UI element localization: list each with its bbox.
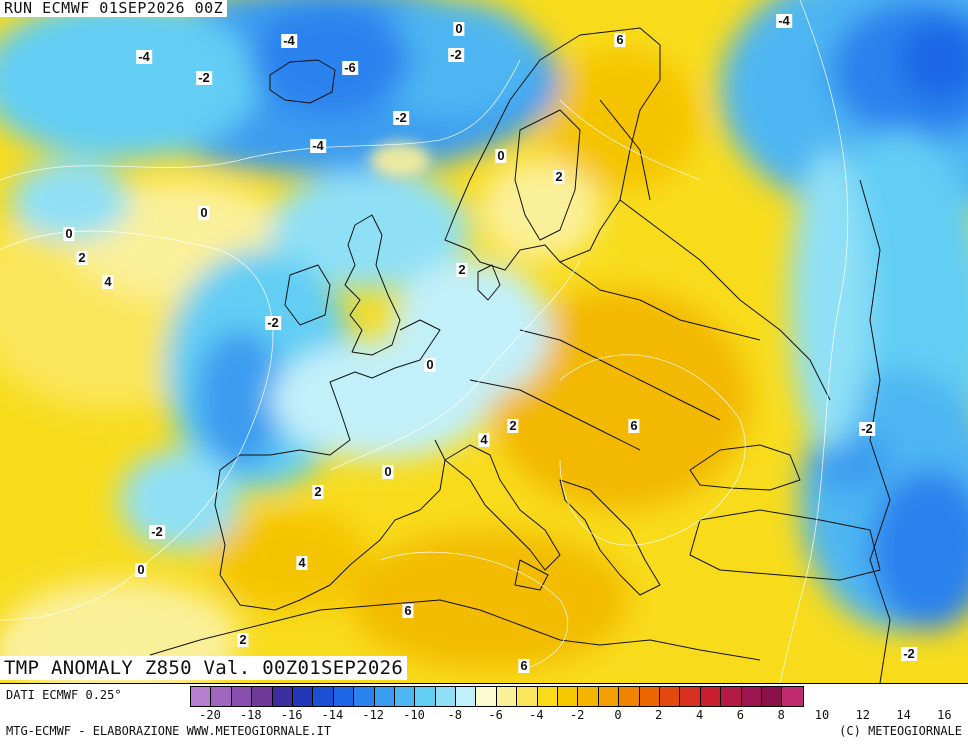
contour-label: -4 — [776, 13, 792, 28]
anomaly-map: RUN ECMWF 01SEP2026 00Z TMP ANOMALY Z850… — [0, 0, 968, 684]
color-swatch — [782, 687, 803, 706]
color-swatch — [761, 687, 783, 706]
color-scale-tick: -8 — [447, 708, 463, 722]
color-scale-tick: -10 — [403, 708, 425, 722]
contour-label: 2 — [237, 632, 249, 647]
color-scale-tick: 6 — [736, 708, 745, 722]
color-swatch — [435, 687, 457, 706]
contour-label: 0 — [135, 562, 147, 577]
contour-label: 4 — [102, 274, 114, 289]
color-scale-tick: -4 — [529, 708, 544, 722]
contour-label: -4 — [136, 49, 152, 64]
color-swatch — [700, 687, 722, 706]
color-swatch — [537, 687, 559, 706]
contour-label: -2 — [196, 70, 212, 85]
contour-label: 2 — [553, 169, 565, 184]
contour-label: 0 — [198, 205, 210, 220]
contour-label: 4 — [296, 555, 308, 570]
color-swatch — [741, 687, 762, 706]
contour-label: 0 — [382, 464, 394, 479]
contour-label: -2 — [149, 524, 165, 539]
color-scale-tick: 16 — [937, 708, 952, 722]
color-swatch — [558, 687, 579, 706]
contour-label: 6 — [628, 418, 640, 433]
color-scale-tick: -14 — [321, 708, 344, 722]
contour-label: 6 — [518, 658, 530, 673]
contour-label: -2 — [265, 315, 281, 330]
color-swatch — [721, 687, 742, 706]
contour-label: -2 — [901, 646, 917, 661]
contour-label: 0 — [424, 357, 436, 372]
map-field — [0, 0, 968, 683]
color-scale-tick: -16 — [280, 708, 303, 722]
contour-label: 0 — [453, 21, 465, 36]
color-swatch — [415, 687, 436, 706]
color-swatch — [639, 687, 660, 706]
contour-label: 6 — [614, 32, 626, 47]
color-swatch — [456, 687, 477, 706]
color-scale-tick: 14 — [896, 708, 911, 722]
footer: DATI ECMWF 0.25° -20 -18 -16 -14 -12 -10 -8 -6-… — [0, 684, 968, 745]
color-swatch — [476, 687, 497, 706]
contour-label: 4 — [478, 432, 490, 447]
color-swatch — [211, 687, 232, 706]
color-swatch — [598, 687, 620, 706]
color-swatch — [313, 687, 334, 706]
contour-label: 2 — [456, 262, 468, 277]
contour-label: 0 — [63, 226, 75, 241]
color-scale-tick: 0 — [614, 708, 622, 722]
color-scale-tick: -20 — [199, 708, 221, 722]
color-scale-tick: 4 — [695, 708, 704, 722]
color-swatch — [680, 687, 701, 706]
color-scale-tick: -2 — [569, 708, 585, 722]
color-scale-tick: 8 — [777, 708, 785, 722]
color-swatch — [619, 687, 640, 706]
contour-label: -4 — [310, 138, 326, 153]
data-source: DATI ECMWF 0.25° — [6, 688, 122, 702]
contour-label: 2 — [507, 418, 519, 433]
copyright: (C) METEOGIORNALE — [839, 724, 962, 738]
color-scale-tick: 12 — [855, 708, 871, 722]
contour-label: -2 — [393, 110, 409, 125]
color-swatch — [272, 687, 293, 706]
contour-label: -6 — [342, 60, 358, 75]
color-swatch — [659, 687, 681, 706]
color-swatch — [191, 687, 212, 706]
color-scale-tick: 10 — [814, 708, 830, 722]
color-swatch — [333, 687, 355, 706]
credit-line: MTG-ECMWF - ELABORAZIONE WWW.METEOGIORNA… — [6, 724, 332, 738]
color-swatch — [231, 687, 253, 706]
color-swatch — [252, 687, 273, 706]
color-swatch — [374, 687, 395, 706]
color-swatch — [292, 687, 314, 706]
color-scale-tick: -6 — [488, 708, 503, 722]
run-label: RUN ECMWF 01SEP2026 00Z — [0, 0, 228, 17]
color-scale — [190, 686, 804, 707]
color-swatch — [354, 687, 375, 706]
contour-label: 0 — [495, 148, 507, 163]
color-scale-tick: 2 — [655, 708, 663, 722]
contour-label: -2 — [448, 47, 464, 62]
color-scale-tick: -12 — [362, 708, 385, 722]
contour-label: 2 — [76, 250, 88, 265]
color-swatch — [394, 687, 416, 706]
color-swatch — [496, 687, 518, 706]
map-title: TMP ANOMALY Z850 Val. 00Z01SEP2026 — [0, 656, 408, 680]
color-scale-tick: -18 — [239, 708, 262, 722]
coastlines — [149, 27, 891, 683]
contour-label: 6 — [402, 603, 414, 618]
color-swatch — [517, 687, 538, 706]
contour-label: -2 — [859, 421, 875, 436]
color-swatch — [578, 687, 599, 706]
contour-label: 2 — [312, 484, 324, 499]
contour-label: -4 — [281, 33, 297, 48]
